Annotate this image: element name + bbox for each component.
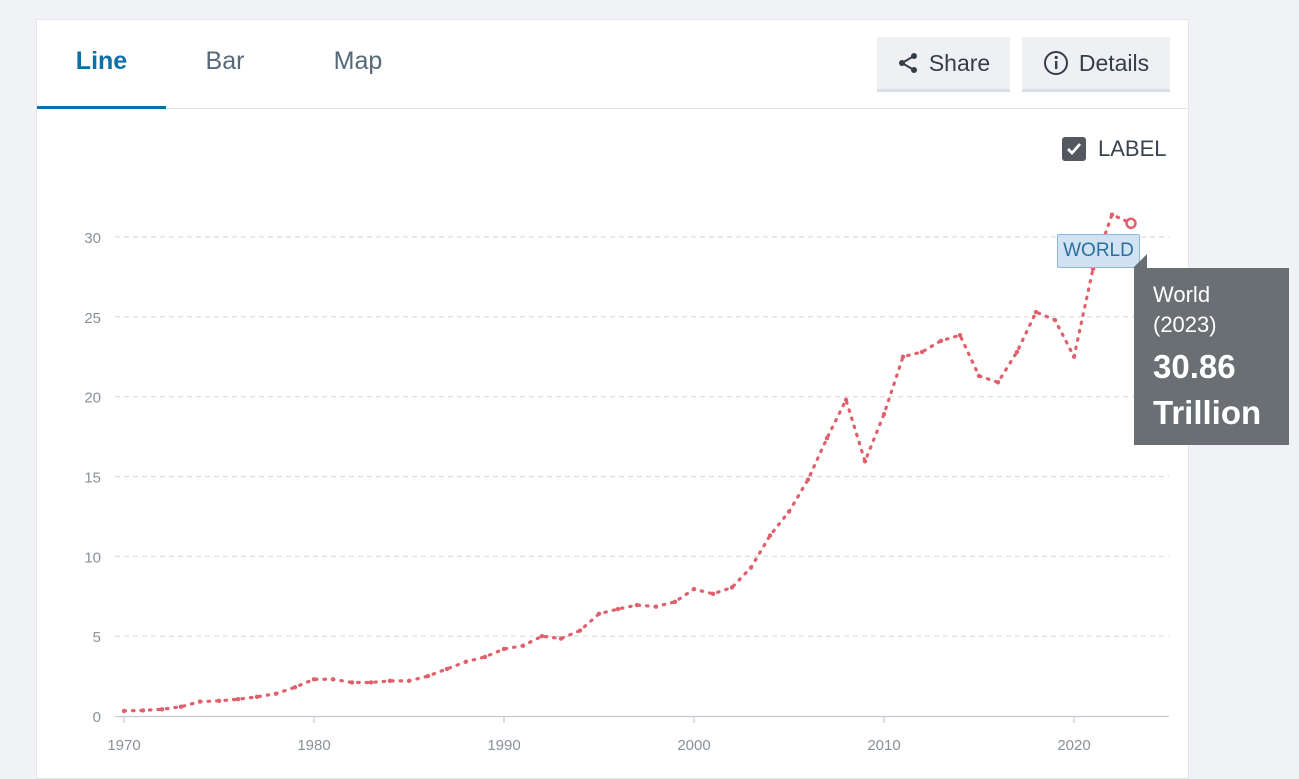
label-toggle[interactable]: LABEL (1062, 136, 1167, 162)
x-tick-label-2010: 2010 (867, 737, 900, 754)
data-point-1997 (634, 602, 640, 608)
share-button[interactable]: Share (877, 37, 1010, 92)
data-point-1986 (425, 673, 431, 679)
data-point-2005 (786, 509, 792, 514)
data-point-1973 (178, 704, 184, 709)
data-point-2014 (957, 332, 963, 338)
data-point-1984 (387, 678, 393, 684)
data-point-1995 (596, 611, 602, 617)
series-world (121, 212, 1137, 714)
checkbox-checked-icon[interactable] (1062, 137, 1086, 161)
data-point-1998 (653, 604, 659, 609)
data-point-1977 (254, 694, 260, 700)
x-tick-label-1980: 1980 (297, 737, 330, 754)
data-point-1989 (482, 654, 488, 660)
data-point-1970 (121, 708, 127, 714)
tab-map[interactable]: Map (333, 47, 383, 75)
details-label: Details (1078, 49, 1150, 76)
share-label: Share (928, 49, 991, 76)
y-tick-label-10: 10 (84, 549, 101, 566)
data-point-2002 (729, 585, 735, 590)
x-tick-label-2000: 2000 (677, 737, 710, 754)
share-icon (897, 52, 919, 74)
data-point-1979 (292, 685, 298, 690)
series-label-world: WORLD (1057, 234, 1140, 268)
tooltip-value: 30.86 Trillion (1153, 344, 1289, 436)
data-point-2004 (767, 533, 773, 538)
label-toggle-text: LABEL (1098, 136, 1167, 161)
data-point-1987 (444, 666, 450, 672)
data-point-2000 (691, 586, 697, 592)
data-point-1990 (501, 646, 507, 652)
data-tooltip: World (2023) 30.86 Trillion (1133, 254, 1289, 445)
y-tick-label-20: 20 (84, 390, 101, 407)
data-point-1972 (159, 707, 165, 712)
data-point-1975 (216, 698, 222, 704)
data-point-1985 (406, 678, 412, 684)
data-point-1999 (672, 599, 678, 605)
y-tick-label-25: 25 (84, 310, 101, 327)
data-point-2015 (976, 373, 982, 379)
data-point-1976 (235, 697, 241, 702)
data-point-1971 (140, 708, 146, 713)
y-axis-ticks: 0 5 10 15 20 25 30 (84, 230, 101, 726)
data-point-1982 (349, 680, 355, 685)
data-point-2020 (1071, 354, 1077, 359)
line-chart: 0 5 10 15 20 25 30 1970 1980 1990 2000 2010 2020 (84, 212, 1169, 754)
data-point-2016 (995, 380, 1001, 385)
data-point-1980 (311, 677, 317, 682)
data-point-1992 (539, 633, 545, 639)
data-point-1978 (273, 691, 279, 696)
data-point-2012 (919, 349, 925, 355)
x-axis: 1970 1980 1990 2000 2010 2020 (107, 715, 1169, 754)
x-tick-label-1970: 1970 (107, 737, 140, 754)
series-line-world (122, 213, 1133, 713)
tab-bar[interactable]: Bar (205, 47, 245, 75)
data-point-2018 (1033, 309, 1039, 315)
data-point-1988 (463, 659, 469, 664)
chart-card: Line Bar Map Share Details (36, 19, 1189, 779)
data-point-1983 (368, 680, 374, 685)
data-point-2022 (1109, 212, 1115, 217)
data-point-2023 (1125, 217, 1137, 230)
y-tick-label-5: 5 (93, 629, 101, 646)
data-point-2013 (938, 338, 944, 343)
data-point-1993 (558, 636, 564, 641)
data-point-2009 (862, 459, 868, 464)
data-point-1991 (520, 643, 526, 648)
grid-lines (115, 236, 1169, 637)
tooltip-series-name: World (1153, 282, 1211, 307)
tab-line[interactable]: Line (37, 20, 166, 109)
tooltip-year: (2023) (1153, 312, 1217, 337)
data-point-2010 (881, 412, 887, 417)
x-tick-label-2020: 2020 (1057, 737, 1090, 754)
data-point-1994 (577, 628, 583, 633)
x-tick-label-1990: 1990 (487, 737, 520, 754)
data-point-1981 (330, 677, 336, 682)
data-point-2019 (1052, 317, 1058, 323)
data-point-2003 (748, 565, 754, 570)
tooltip-value-number: 30.86 (1153, 348, 1236, 385)
y-tick-label-15: 15 (84, 470, 101, 487)
data-point-2008 (843, 397, 849, 403)
data-point-2006 (805, 477, 811, 482)
details-button[interactable]: Details (1022, 37, 1170, 92)
data-point-2001 (710, 591, 716, 597)
data-point-1996 (615, 606, 621, 612)
tooltip-value-unit: Trillion (1153, 394, 1262, 431)
view-tabs: Line Bar Map (37, 20, 1188, 109)
data-point-2011 (900, 354, 906, 359)
y-tick-label-0: 0 (93, 709, 101, 726)
data-point-2017 (1014, 349, 1020, 355)
info-icon (1043, 50, 1069, 76)
data-point-2007 (824, 435, 830, 441)
y-tick-label-30: 30 (84, 230, 101, 247)
data-point-1974 (197, 699, 203, 704)
